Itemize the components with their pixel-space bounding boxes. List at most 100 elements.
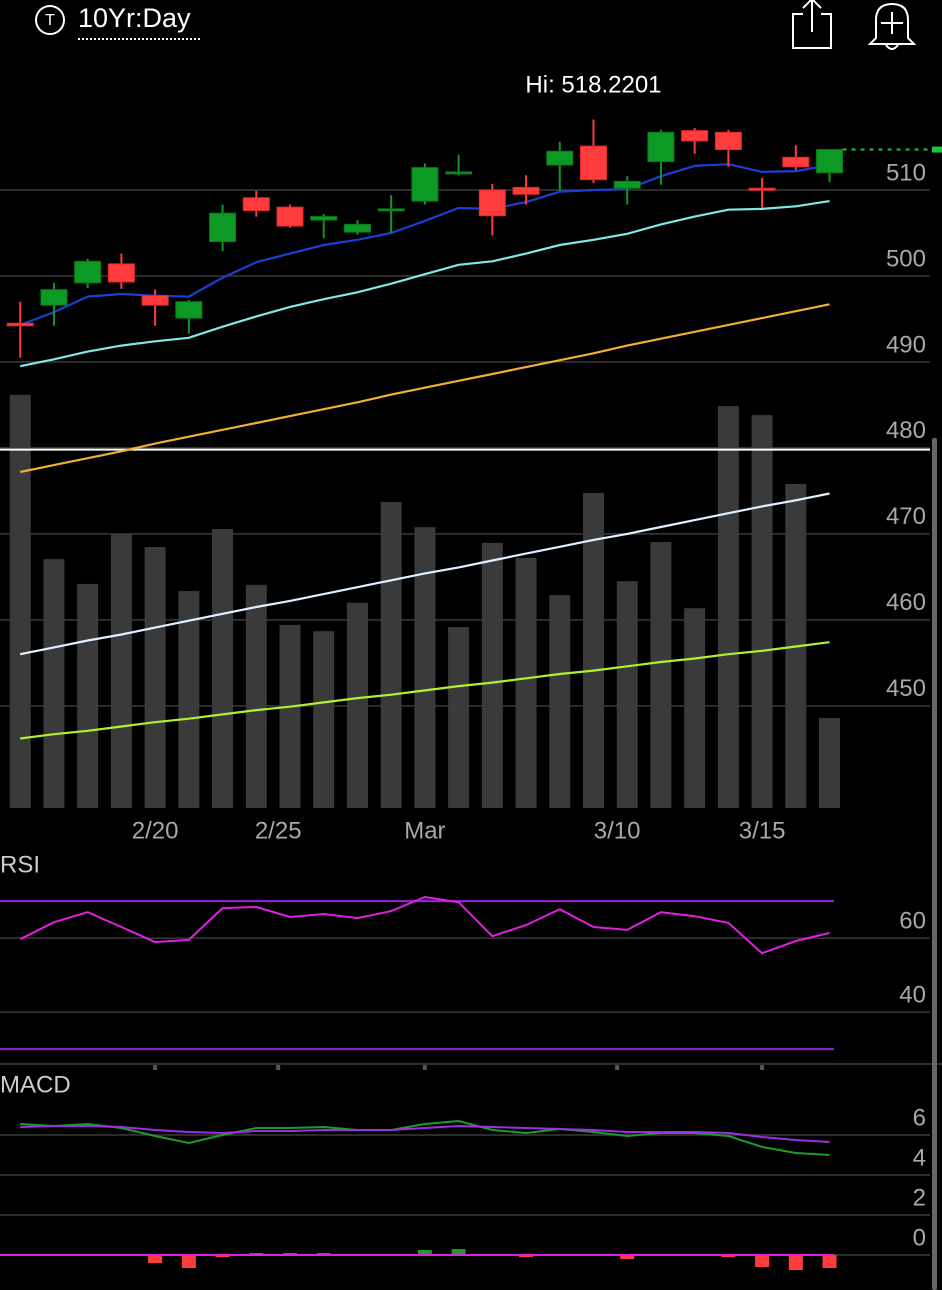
indicator-line: [19, 895, 830, 955]
y-tick-label: 0: [913, 1224, 926, 1251]
x-tick-label: Mar: [404, 817, 445, 844]
candle-body: [714, 131, 742, 151]
volume-bar: [414, 527, 436, 808]
candle-body: [613, 180, 641, 189]
volume-bar: [448, 627, 470, 808]
volume-bar: [346, 602, 368, 808]
volume-bar: [43, 559, 65, 808]
candle-body: [74, 260, 102, 284]
x-tick-label: 3/15: [739, 817, 786, 844]
y-tick-label: 450: [886, 675, 926, 702]
candle-body: [478, 189, 506, 217]
candle-body: [816, 149, 844, 174]
alert-button[interactable]: [867, 2, 917, 50]
volume-bar: [549, 595, 571, 808]
y-tick-label: 460: [886, 589, 926, 616]
y-tick-label: 4: [913, 1144, 926, 1171]
panel-label: RSI: [0, 851, 40, 878]
volume-bar: [481, 542, 503, 808]
panel-label: MACD: [0, 1071, 71, 1098]
x-tick-label: 2/25: [255, 817, 302, 844]
scrollbar[interactable]: [932, 438, 937, 1290]
bell-plus: [881, 12, 903, 34]
share-button[interactable]: [792, 0, 832, 49]
volume-bar: [582, 493, 604, 808]
high-annotation: Hi: 518.2201: [525, 71, 661, 98]
candle-body: [647, 131, 675, 163]
volume-bar: [178, 591, 200, 808]
volume-bar: [650, 542, 672, 808]
indicator-line: [19, 303, 830, 474]
candle-body: [242, 197, 270, 212]
histogram-bar: [755, 1255, 770, 1267]
histogram-bar: [148, 1255, 163, 1263]
x-tick-label: 2/20: [132, 817, 179, 844]
volume-bar: [77, 583, 99, 808]
timeframe-selector[interactable]: T 10Yr:Day: [35, 3, 202, 40]
last-price-marker: [932, 146, 942, 153]
volume-bar: [110, 533, 132, 808]
volume-bar: [9, 394, 31, 808]
candle-body: [141, 295, 169, 306]
volume-bar: [751, 415, 773, 808]
y-tick-label: 2: [913, 1184, 926, 1211]
candle-body: [6, 322, 34, 327]
y-tick-label: 500: [886, 245, 926, 272]
candle-body: [445, 171, 473, 175]
histogram-bar: [620, 1255, 635, 1259]
y-tick-label: 470: [886, 503, 926, 530]
candle-body: [782, 156, 810, 168]
candle-body: [411, 167, 439, 202]
candle-body: [40, 289, 68, 306]
candle-body: [681, 130, 709, 142]
candle-body: [512, 186, 540, 195]
candle-body: [276, 206, 304, 227]
timeframe-label[interactable]: 10Yr:Day: [78, 3, 191, 33]
volume-bar: [245, 584, 267, 808]
indicator-line: [19, 200, 830, 368]
y-tick-label: 40: [899, 981, 926, 1008]
histogram-bar: [417, 1250, 432, 1255]
histogram-bar: [451, 1249, 466, 1255]
volume-bar: [616, 581, 638, 808]
volume-bar: [515, 557, 537, 808]
volume-bar: [717, 406, 739, 808]
y-tick-label: 510: [886, 159, 926, 186]
candle-body: [175, 301, 203, 319]
histogram-bar: [181, 1255, 196, 1268]
candle-body: [209, 212, 237, 243]
share-box: [792, 13, 832, 49]
bell: [867, 2, 917, 45]
candle-body: [748, 187, 776, 191]
volume-bar: [380, 502, 402, 808]
candle-body: [579, 145, 607, 181]
volume-bar: [144, 547, 166, 808]
candle-body: [310, 216, 338, 221]
volume-bar: [279, 624, 301, 808]
share-arrow: [802, 0, 822, 32]
y-tick-label: 6: [913, 1104, 926, 1131]
volume-bar: [819, 718, 841, 808]
candle-body: [107, 263, 135, 283]
y-tick-label: 490: [886, 331, 926, 358]
x-tick-label: 3/10: [594, 817, 641, 844]
badge-circle: [35, 5, 65, 35]
indicator-line: [20, 641, 830, 740]
y-tick-label: 60: [899, 907, 926, 934]
candle-body: [343, 223, 371, 233]
indicator-line: [20, 1124, 830, 1143]
badge: T: [45, 12, 55, 29]
bell-clapper: [885, 44, 899, 50]
volume-bar: [212, 529, 234, 808]
y-tick-label: 480: [886, 417, 926, 444]
candle-body: [377, 208, 405, 212]
histogram-bar: [822, 1255, 837, 1268]
volume-bar: [313, 631, 335, 808]
volume-bar: [684, 608, 706, 808]
candle-body: [546, 150, 574, 166]
histogram-bar: [788, 1255, 803, 1270]
indicator-line: [19, 492, 830, 656]
